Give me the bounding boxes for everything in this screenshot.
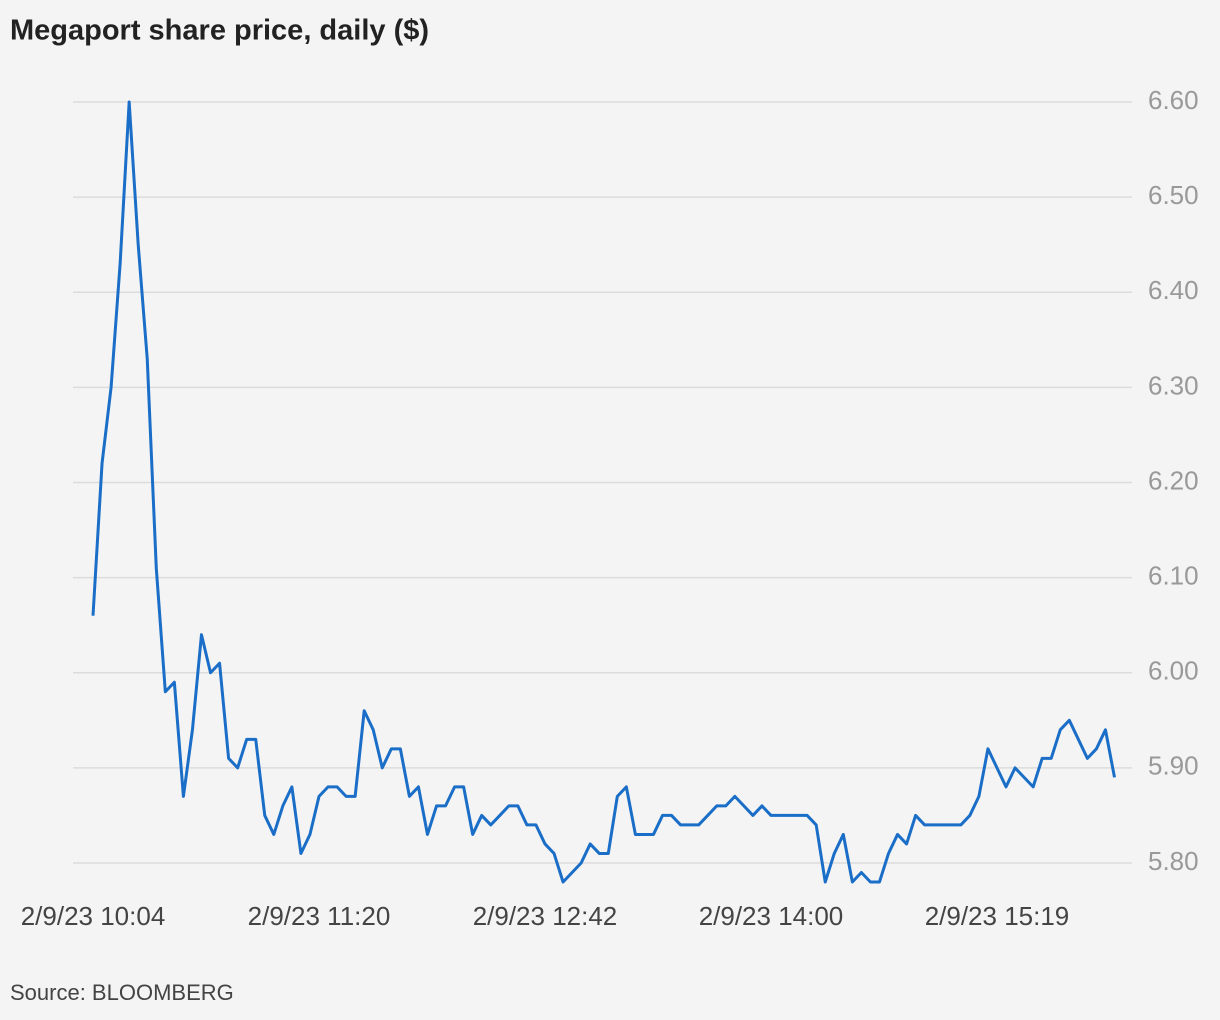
y-tick-label: 6.10 xyxy=(1148,560,1199,590)
y-tick-label: 6.40 xyxy=(1148,275,1199,305)
y-tick-label: 5.90 xyxy=(1148,751,1199,781)
y-tick-label: 6.60 xyxy=(1148,85,1199,115)
x-tick-label: 2/9/23 10:04 xyxy=(21,901,166,931)
price-line xyxy=(91,100,1116,884)
y-tick-label: 6.00 xyxy=(1148,656,1199,686)
y-tick-label: 6.50 xyxy=(1148,180,1199,210)
chart-title: Megaport share price, daily ($) xyxy=(10,15,429,47)
y-tick-label: 6.30 xyxy=(1148,370,1199,400)
source: Source: BLOOMBERG xyxy=(10,980,234,1005)
y-tick-label: 5.80 xyxy=(1148,846,1199,876)
x-tick-label: 2/9/23 15:19 xyxy=(925,901,1070,931)
x-tick-label: 2/9/23 12:42 xyxy=(473,901,618,931)
x-tick-label: 2/9/23 11:20 xyxy=(248,901,391,931)
x-tick-label: 2/9/23 14:00 xyxy=(699,901,844,931)
y-tick-label: 6.20 xyxy=(1148,465,1199,495)
